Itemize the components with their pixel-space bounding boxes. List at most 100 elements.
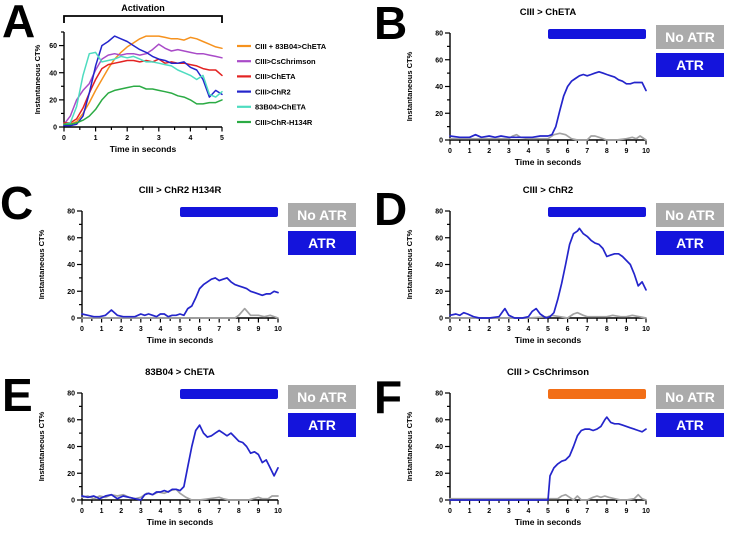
y-axis-label: Instantaneous CT% (33, 44, 42, 114)
y-tick-label: 40 (67, 444, 75, 451)
legend-label-ciii-chr2: CIII>ChR2 (255, 87, 291, 96)
y-tick-label: 20 (67, 289, 75, 296)
x-tick-label: 4 (526, 148, 530, 155)
x-tick-label: 8 (605, 508, 609, 515)
panel-title: CIII > ChR2 H134R (139, 185, 222, 196)
y-axis-label: Instantaneous CT% (405, 411, 414, 481)
x-tick-label: 6 (566, 326, 570, 333)
legend-box-atr (656, 53, 724, 77)
y-tick-label: 0 (71, 316, 75, 323)
legend-label-ciii-chr-h134r: CIII>ChR-H134R (255, 118, 313, 127)
x-axis-label: Time in seconds (515, 157, 582, 167)
x-tick-label: 4 (188, 135, 192, 142)
x-tick-label: 1 (468, 148, 472, 155)
y-tick-label: 20 (49, 97, 57, 104)
y-tick-label: 40 (435, 444, 443, 451)
x-tick-label: 4 (526, 326, 530, 333)
panel-title: CIII > ChETA (520, 7, 577, 18)
y-tick-label: 0 (71, 498, 75, 505)
y-tick-label: 0 (53, 125, 57, 132)
x-axis-label: Time in seconds (110, 144, 177, 154)
legend-box-label-no-atr: No ATR (297, 389, 347, 405)
legend: No ATR ATR (656, 203, 724, 255)
x-tick-label: 0 (448, 148, 452, 155)
chart-a: Activation 0 20 40 60 0 1 2 3 4 5 Time in seconds In… (33, 3, 327, 154)
x-tick-label: 6 (566, 148, 570, 155)
plot-area: CIII > ChR2 H134R 0 20 40 60 80 0 1 2 3 4 5 6 7 8 9 10 Ti… (37, 185, 282, 345)
series-line-ciii-cschrimson (63, 43, 223, 126)
x-tick-label: 7 (217, 326, 221, 333)
y-tick-label: 80 (435, 209, 443, 216)
panel-letter-a: A (2, 0, 35, 47)
legend: No ATR ATR (656, 25, 724, 77)
panel-title: Activation (121, 3, 165, 13)
panel-d: D CIII > ChR2 0 20 40 60 80 0 1 2 3 4 5 6 7 8 9 10 Time i… (368, 178, 735, 360)
y-tick-label: 60 (67, 417, 75, 424)
legend: CIII + 83B04>ChETA CIII>CsChrimson CIII>Ch… (237, 42, 327, 127)
plot-area: CIII > ChR2 0 20 40 60 80 0 1 2 3 4 5 6 7 8 9 10 Time in … (405, 185, 650, 345)
y-tick-label: 20 (435, 471, 443, 478)
plot-area: CIII > CsChrimson 0 20 40 60 80 0 1 2 3 4 5 6 7 8 9 10 Ti… (405, 367, 650, 527)
legend-box-no-atr (656, 203, 724, 227)
series-line-no-atr (449, 311, 647, 319)
x-tick-label: 10 (642, 326, 650, 333)
x-tick-label: 0 (80, 508, 84, 515)
x-tick-label: 4 (526, 508, 530, 515)
y-tick-label: 80 (67, 209, 75, 216)
x-tick-label: 0 (80, 326, 84, 333)
x-tick-label: 8 (237, 508, 241, 515)
y-tick-label: 0 (439, 498, 443, 505)
legend-box-atr (656, 413, 724, 437)
x-tick-label: 5 (546, 148, 550, 155)
x-tick-label: 2 (487, 326, 491, 333)
x-tick-label: 3 (139, 326, 143, 333)
x-tick-label: 2 (487, 148, 491, 155)
x-tick-label: 8 (237, 326, 241, 333)
y-tick-label: 60 (435, 417, 443, 424)
legend-box-no-atr (288, 203, 356, 227)
legend-box-atr (288, 413, 356, 437)
x-tick-label: 5 (546, 508, 550, 515)
legend-box-label-no-atr: No ATR (665, 389, 715, 405)
x-tick-label: 1 (468, 326, 472, 333)
legend-box-label-atr: ATR (676, 57, 704, 73)
y-axis-label: Instantaneous CT% (405, 51, 414, 121)
y-tick-label: 20 (67, 471, 75, 478)
legend-box-no-atr (288, 385, 356, 409)
series-line-no-atr (449, 493, 647, 501)
y-tick-label: 20 (435, 289, 443, 296)
plot-area: CIII > ChETA 0 20 40 60 80 0 1 2 3 4 5 6 7 8 9 10 Time in… (405, 7, 650, 167)
chart-e: 83B04 > ChETA 0 20 40 60 80 0 1 2 3 4 5 6 7 8 9 10 Time i… (37, 367, 356, 527)
stimulus-bar (548, 29, 646, 39)
x-tick-label: 10 (274, 326, 282, 333)
panel-c: C CIII > ChR2 H134R 0 20 40 60 80 0 1 2 3 4 5 6 7 8 9 10… (0, 178, 367, 360)
y-axis-label: Instantaneous CT% (37, 411, 46, 481)
legend-label-ciii-cschrimson: CIII>CsChrimson (255, 57, 316, 66)
stimulus-bar (180, 207, 278, 217)
panel-title: CIII > CsChrimson (507, 367, 589, 378)
x-tick-label: 7 (585, 148, 589, 155)
legend-label-83b04-cheta: 83B04>ChETA (255, 103, 307, 112)
series-line-ciii-chr2 (63, 35, 223, 127)
legend-box-label-atr: ATR (676, 235, 704, 251)
y-axis-label: Instantaneous CT% (37, 229, 46, 299)
x-axis-label: Time in seconds (515, 335, 582, 345)
y-tick-label: 60 (67, 235, 75, 242)
x-tick-label: 8 (605, 148, 609, 155)
x-tick-label: 1 (468, 508, 472, 515)
x-tick-label: 9 (256, 326, 260, 333)
series-line-atr (81, 424, 279, 501)
legend-box-label-no-atr: No ATR (665, 207, 715, 223)
x-tick-label: 0 (448, 508, 452, 515)
x-tick-label: 6 (198, 326, 202, 333)
legend: No ATR ATR (656, 385, 724, 437)
chart-b: CIII > ChETA 0 20 40 60 80 0 1 2 3 4 5 6 7 8 9 10 Time in… (405, 7, 724, 167)
legend: No ATR ATR (288, 203, 356, 255)
y-tick-label: 0 (439, 138, 443, 145)
x-tick-label: 7 (585, 326, 589, 333)
legend-label-ciii-cheta: CIII>ChETA (255, 72, 296, 81)
legend-box-label-no-atr: No ATR (297, 207, 347, 223)
x-axis-label: Time in seconds (515, 517, 582, 527)
x-tick-label: 2 (487, 508, 491, 515)
